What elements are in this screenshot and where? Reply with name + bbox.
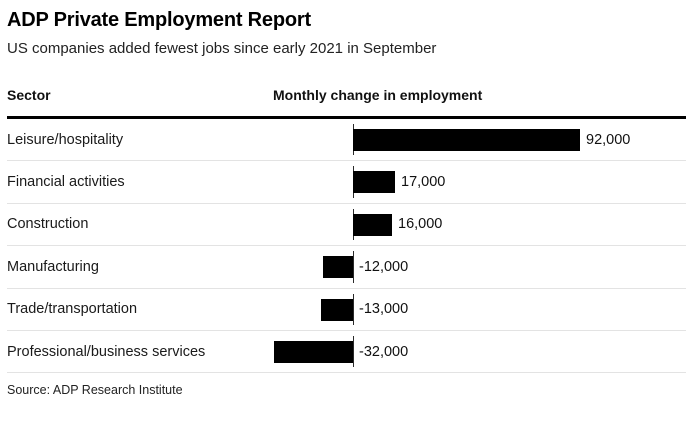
- value-label: 16,000: [398, 216, 443, 233]
- table-row: Professional/business services -32,000: [7, 331, 686, 374]
- value-label: -12,000: [359, 258, 409, 275]
- value-bar: [321, 298, 353, 321]
- sector-label: Manufacturing: [7, 258, 99, 275]
- table-row: Leisure/hospitality 92,000: [7, 119, 686, 162]
- value-bar: [353, 213, 392, 236]
- source-note: Source: ADP Research Institute: [7, 383, 183, 398]
- zero-axis-line: [353, 335, 354, 368]
- value-bar: [353, 171, 395, 194]
- column-header-sector: Sector: [7, 87, 51, 103]
- zero-axis-line: [353, 251, 354, 283]
- column-headers: Sector Monthly change in employment: [7, 87, 686, 105]
- chart-subtitle: US companies added fewest jobs since ear…: [7, 40, 437, 57]
- sector-label: Leisure/hospitality: [7, 131, 124, 148]
- sector-label: Professional/business services: [7, 343, 206, 360]
- table-row: Manufacturing -12,000: [7, 246, 686, 289]
- sector-label: Construction: [7, 216, 89, 233]
- value-label: 92,000: [586, 131, 631, 148]
- page-title: ADP Private Employment Report: [7, 9, 311, 31]
- value-label: -13,000: [359, 301, 409, 318]
- value-bar: [323, 256, 353, 279]
- table-row: Construction 16,000: [7, 204, 686, 247]
- value-label: -32,000: [359, 343, 409, 360]
- sector-label: Trade/transportation: [7, 301, 138, 318]
- header-rule: [7, 116, 686, 119]
- table-row: Financial activities 17,000: [7, 161, 686, 204]
- column-header-value: Monthly change in employment: [273, 87, 483, 103]
- table-row: Trade/transportation -13,000: [7, 289, 686, 331]
- value-bar: [353, 129, 580, 151]
- zero-axis-line: [353, 293, 354, 325]
- sector-label: Financial activities: [7, 174, 125, 191]
- value-bar: [274, 340, 353, 363]
- value-label: 17,000: [401, 174, 446, 191]
- bar-table: Leisure/hospitality 92,000 Financial act…: [7, 119, 686, 374]
